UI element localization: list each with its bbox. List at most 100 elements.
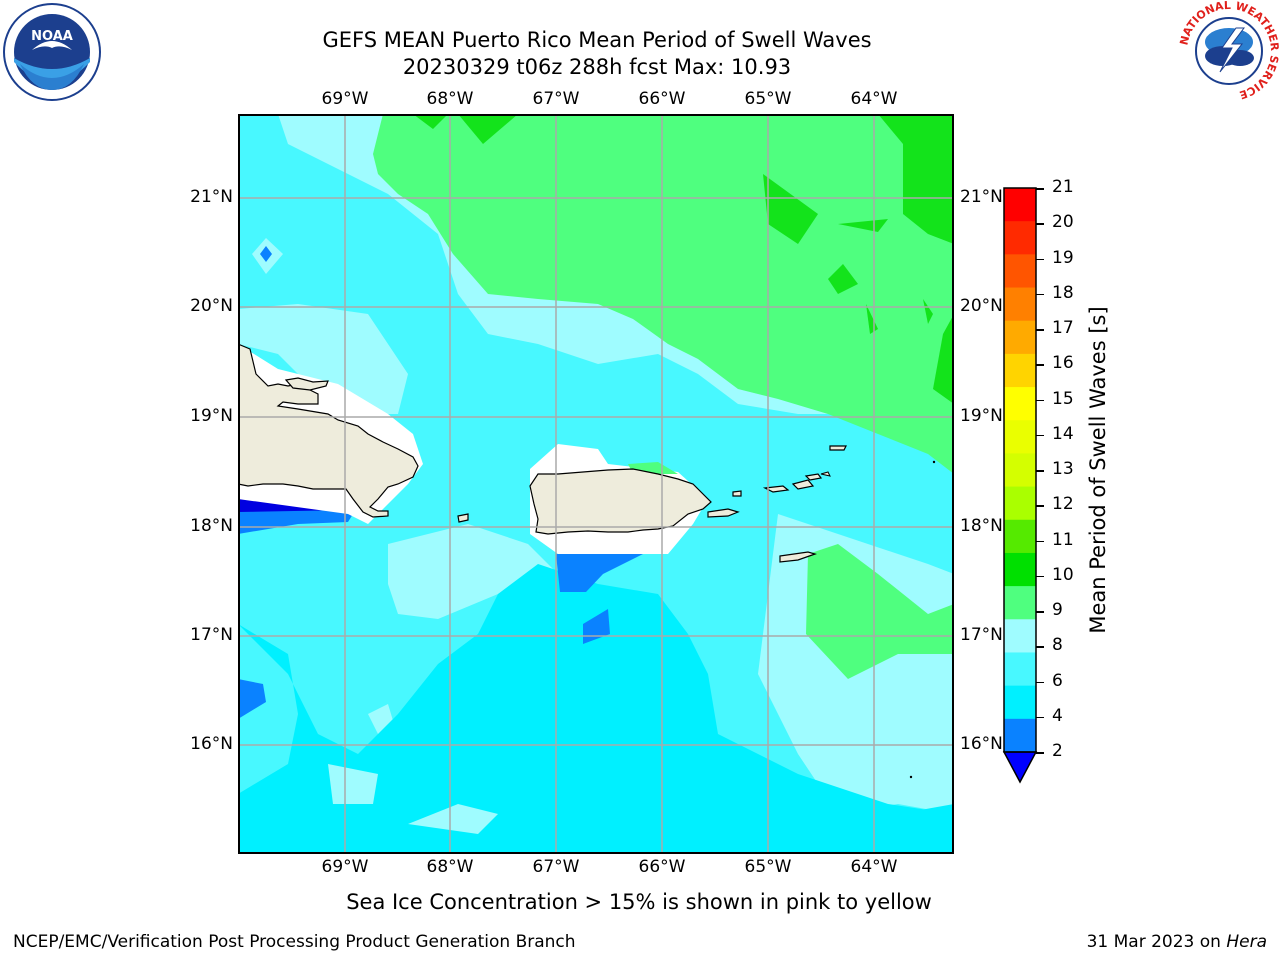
sea-10-11 [763,174,818,244]
colorbar-band [1004,552,1036,587]
colorbar-band [1004,453,1036,488]
sea-2-4 [556,554,643,592]
noaa-logo-text: NOAA [31,29,73,44]
lat-label-left: 20°N [190,296,233,316]
sea-10-11 [458,114,518,144]
colorbar-band [1004,718,1036,753]
sea-ice-note: Sea Ice Concentration > 15% is shown in … [0,890,1280,914]
lat-label-right: 21°N [960,187,1003,207]
sea-10-11 [413,114,448,129]
colorbar-band [1004,420,1036,454]
noaa-logo: NOAA [3,3,101,101]
colorbar-tick-label: 20 [1052,212,1074,233]
colorbar-tick-label: 16 [1052,353,1074,374]
lon-label-bottom: 67°W [532,857,580,877]
lon-label-bottom: 68°W [426,857,474,877]
lat-label-right: 18°N [960,516,1003,536]
tortuga [284,377,329,391]
lon-label-bottom: 65°W [744,857,792,877]
vieques [707,508,740,518]
sea-4-6-east [878,804,954,854]
colorbar-tick-label: 18 [1052,282,1074,303]
colorbar-tick-mark [1036,716,1044,719]
colorbar-tick-mark [1036,540,1044,542]
lat-label-right: 17°N [960,625,1003,645]
colorbar-tick-label: 14 [1052,423,1074,444]
colorbar-band [1004,221,1036,255]
culebra [732,490,742,497]
lat-label-right: 16°N [960,734,1003,754]
nws-logo: NATIONAL WEATHER SERVICE [1178,0,1280,102]
sea-10-11 [828,264,858,294]
sea-9-10-north [373,114,954,474]
colorbar-tick-label: 19 [1052,247,1074,268]
sea-10-11 [838,219,888,232]
colorbar-band [1004,254,1036,289]
anegada [829,445,847,451]
lon-label-bottom: 69°W [321,857,369,877]
sea-8-9-center [388,524,558,619]
colorbar-tick-label: 4 [1052,705,1063,726]
colorbar-band [1004,519,1036,554]
colorbar-band [1004,188,1036,222]
colorbar-tick-mark [1036,505,1044,507]
colorbar-tick-mark [1036,681,1044,683]
lat-label-right: 19°N [960,406,1003,426]
colorbar-band [1004,320,1036,355]
colorbar-tick-mark [1036,611,1044,613]
colorbar-tick-label: 13 [1052,459,1074,479]
colorbar-band [1004,387,1036,421]
sea-9-10-southeast [806,544,954,679]
colorbar-band [1004,287,1036,322]
colorbar-tick-mark [1036,399,1044,401]
colorbar-tick-mark [1036,575,1044,578]
islet [909,775,913,779]
lon-label-top: 69°W [321,89,369,109]
mona-island [457,513,469,523]
lon-label-bottom: 64°W [850,857,898,877]
colorbar-tick-label: 6 [1052,670,1063,691]
colorbar-tick-label: 8 [1052,635,1063,656]
sea-8-9-patch [408,804,498,834]
sea-2-4 [238,679,266,719]
sea-2-4-dot [260,246,272,262]
colorbar-tick-mark [1036,434,1044,437]
colorbar-tick-label: 15 [1052,388,1074,409]
sea-10-11 [933,314,954,404]
colorbar-band [1004,353,1036,388]
colorbar-band [1004,486,1036,521]
footer-date-text: 31 Mar 2023 on [1086,932,1227,952]
colorbar-tick-mark [1036,470,1044,472]
colorbar-under-triangle [1002,751,1038,784]
lon-label-top: 65°W [744,89,792,109]
tortola [804,473,823,481]
sea-10-11 [866,304,878,334]
colorbar-band [1004,652,1036,687]
colorbar-label: Mean Period of Swell Waves [s] [1086,306,1110,634]
lat-label-right: 20°N [960,296,1003,316]
colorbar-tick-label: 10 [1052,564,1074,585]
chart-subtitle: 20230329 t06z 288h fcst Max: 10.93 [402,55,792,79]
islet [932,460,936,464]
colorbar-tick-label: 12 [1052,494,1074,515]
lon-label-top: 68°W [426,89,474,109]
colorbar-tick-label: 9 [1052,600,1063,620]
colorbar-tick-mark [1036,293,1044,296]
map-border [238,114,954,854]
lat-label-left: 21°N [190,187,233,207]
lat-label-left: 18°N [190,516,233,536]
colorbar-tick-label: 21 [1052,177,1074,197]
colorbar-tick-mark [1036,646,1044,648]
lon-label-top: 67°W [532,89,580,109]
colorbar-tick-mark [1036,223,1044,225]
colorbar-tick-mark [1036,258,1044,260]
footer-date: 31 Mar 2023 on Hera [1087,932,1267,952]
st-croix [779,551,817,563]
st-john [791,479,815,490]
sea-8-9-patch [328,764,378,804]
sea-8-9-west [238,304,408,414]
colorbar-tick-mark [1036,364,1044,366]
colorbar-tick-mark [1036,188,1044,190]
st-thomas [762,485,790,493]
colorbar [1002,187,1038,784]
